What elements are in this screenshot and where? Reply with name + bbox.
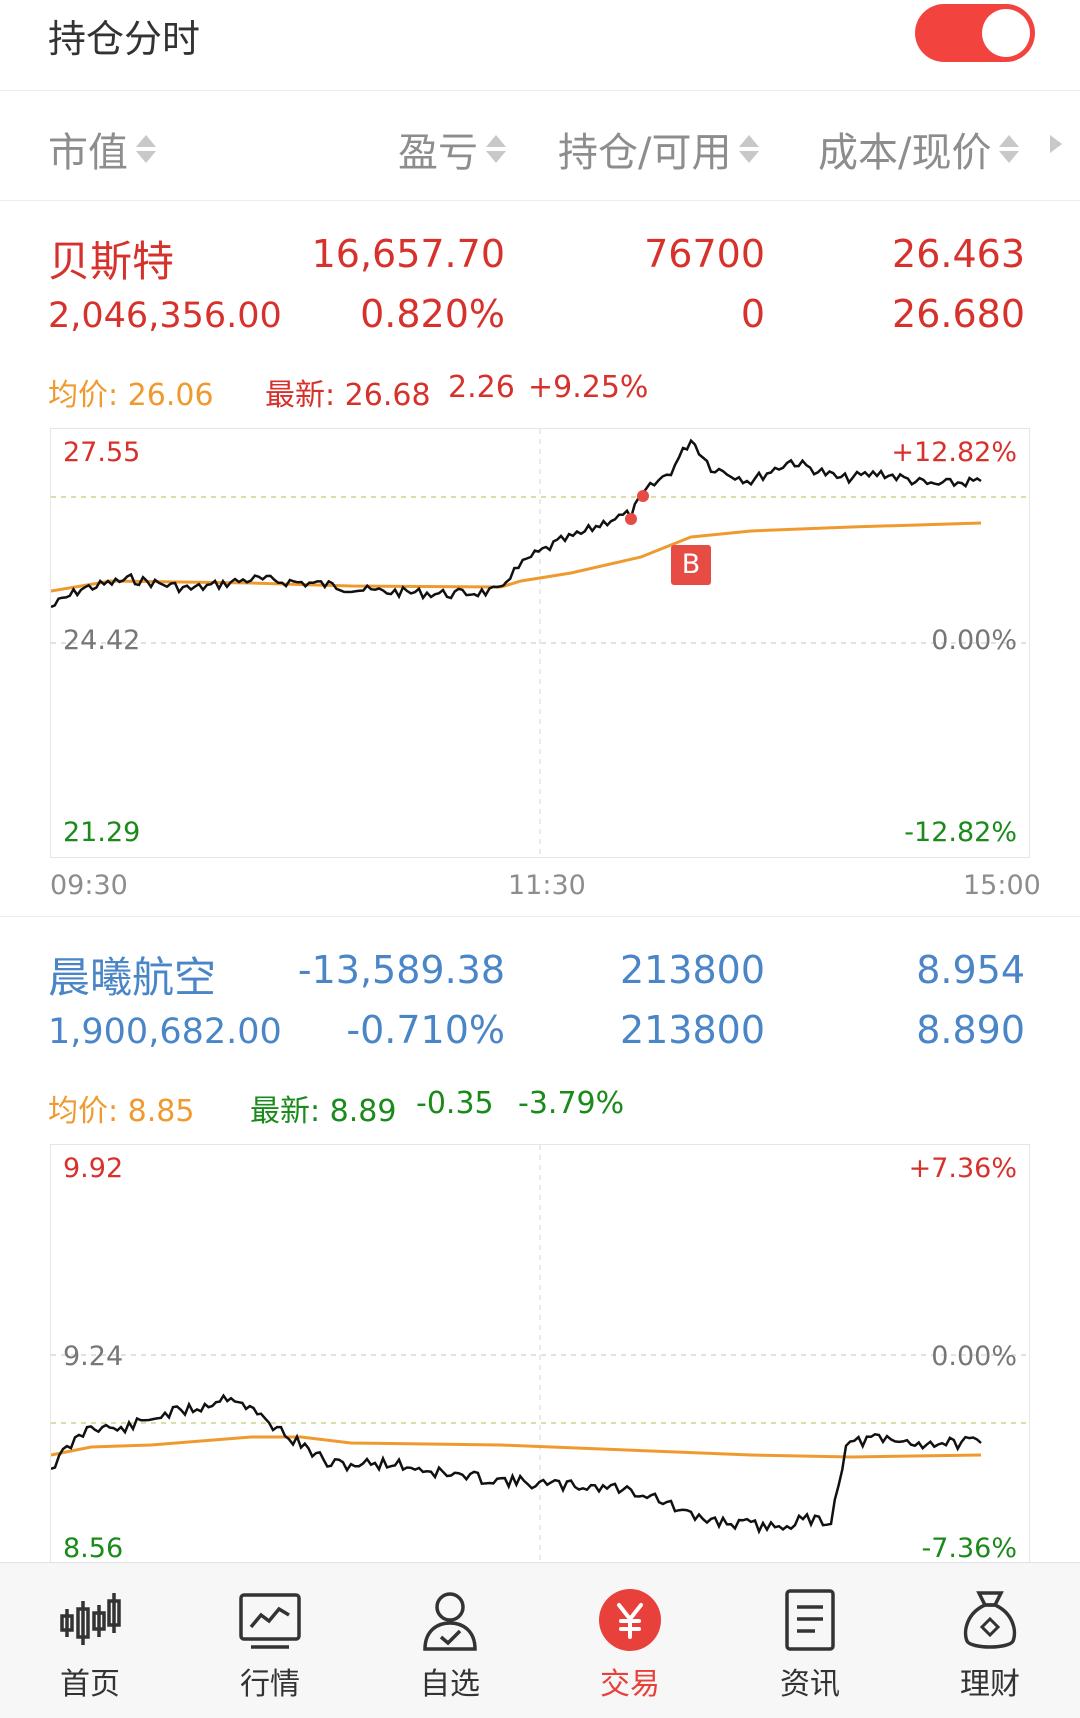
nav-label: 自选 <box>420 1667 480 1702</box>
market-value: 2,046,356.00 <box>48 296 282 336</box>
stock-name: 贝斯特 <box>48 237 175 286</box>
axis-high-price: 9.92 <box>63 1153 124 1184</box>
change-value: 2.26 <box>448 370 515 405</box>
money-bag-icon <box>957 1587 1023 1653</box>
chart-canvas <box>51 1145 1029 1565</box>
column-header: 市值 盈亏 持仓/可用 成本/现价 <box>0 90 1080 201</box>
pnl-percent: 0.820% <box>360 292 505 336</box>
avg-price-line <box>51 1435 982 1459</box>
change-percent: +9.25% <box>528 370 649 405</box>
current-price: 26.680 <box>892 292 1025 336</box>
bottom-nav: 首页 行情 自选 <box>0 1562 1080 1718</box>
sort-icon <box>134 129 158 169</box>
stock-name: 晨曦航空 <box>48 953 217 1002</box>
time-open: 09:30 <box>50 870 128 901</box>
line-chart-icon <box>237 1587 303 1653</box>
available-qty: 213800 <box>619 1008 765 1052</box>
nav-label: 首页 <box>60 1667 120 1702</box>
axis-mid-percent: 0.00% <box>931 625 1017 656</box>
scroll-right-arrow-icon[interactable] <box>1050 135 1062 153</box>
trade-dot <box>637 490 649 502</box>
nav-trade[interactable]: 交易 <box>570 1587 690 1703</box>
column-pnl-label: 盈亏 <box>398 130 478 176</box>
axis-low-price: 8.56 <box>63 1533 124 1564</box>
axis-mid-price: 24.42 <box>63 625 141 656</box>
nav-news[interactable]: 资讯 <box>750 1587 870 1703</box>
time-close: 15:00 <box>963 870 1041 901</box>
pnl-amount: 16,657.70 <box>311 232 505 276</box>
position-qty: 213800 <box>619 948 765 992</box>
axis-high-percent: +12.82% <box>891 437 1017 468</box>
page-title: 持仓分时 <box>48 17 201 61</box>
axis-low-price: 21.29 <box>63 817 141 848</box>
latest-price-label: 最新: 26.68 <box>265 378 431 413</box>
nav-wealth[interactable]: 理财 <box>930 1587 1050 1703</box>
time-mid: 11:30 <box>508 870 586 901</box>
toggle-knob[interactable] <box>982 9 1030 57</box>
sort-market-value[interactable]: 市值 <box>48 120 158 178</box>
change-percent: -3.79% <box>518 1086 625 1121</box>
pnl-amount: -13,589.38 <box>297 948 505 992</box>
top-bar: 持仓分时 <box>0 0 1080 91</box>
axis-high-percent: +7.36% <box>908 1153 1017 1184</box>
intraday-chart-1[interactable]: 27.55 +12.82% 24.42 0.00% 21.29 -12.82% … <box>50 428 1030 858</box>
axis-mid-percent: 0.00% <box>931 1341 1017 1372</box>
buy-marker[interactable]: B <box>671 545 711 585</box>
nav-label: 交易 <box>600 1667 660 1702</box>
user-check-icon <box>417 1587 483 1653</box>
chart-canvas <box>51 429 1029 857</box>
pnl-percent: -0.710% <box>346 1008 505 1052</box>
cost-price: 8.954 <box>916 948 1025 992</box>
column-position-label: 持仓/可用 <box>558 130 732 176</box>
price-line <box>51 438 982 609</box>
available-qty: 0 <box>740 292 765 336</box>
nav-label: 行情 <box>240 1667 300 1702</box>
nav-home[interactable]: 首页 <box>30 1587 150 1703</box>
sort-icon <box>997 129 1021 169</box>
trade-dot <box>625 513 637 525</box>
latest-price-label: 最新: 8.89 <box>250 1094 397 1129</box>
nav-watchlist[interactable]: 自选 <box>390 1587 510 1703</box>
document-icon <box>777 1587 843 1653</box>
yuan-icon <box>597 1587 663 1653</box>
price-line <box>51 1393 982 1535</box>
avg-price-label: 均价: 26.06 <box>48 378 214 413</box>
nav-market[interactable]: 行情 <box>210 1587 330 1703</box>
nav-label: 资讯 <box>780 1667 840 1702</box>
avg-price-line <box>51 521 982 593</box>
axis-high-price: 27.55 <box>63 437 141 468</box>
sort-pnl[interactable]: 盈亏 <box>398 120 508 178</box>
column-market-value-label: 市值 <box>48 130 128 176</box>
avg-price-label: 均价: 8.85 <box>48 1094 195 1129</box>
axis-low-percent: -7.36% <box>921 1533 1017 1564</box>
intraday-chart-2[interactable]: 9.92 +7.36% 9.24 0.00% 8.56 -7.36% <box>50 1144 1030 1565</box>
axis-mid-price: 9.24 <box>63 1341 124 1372</box>
sort-cost-price[interactable]: 成本/现价 <box>818 120 1021 178</box>
time-share-toggle[interactable] <box>915 4 1035 62</box>
sort-position[interactable]: 持仓/可用 <box>558 120 761 178</box>
position-qty: 76700 <box>644 232 765 276</box>
column-cost-price-label: 成本/现价 <box>818 130 992 176</box>
sort-icon <box>737 129 761 169</box>
cost-price: 26.463 <box>892 232 1025 276</box>
candlestick-icon <box>57 1587 123 1653</box>
sort-icon <box>484 129 508 169</box>
change-value: -0.35 <box>416 1086 494 1121</box>
market-value: 1,900,682.00 <box>48 1012 282 1052</box>
current-price: 8.890 <box>916 1008 1025 1052</box>
nav-label: 理财 <box>960 1667 1020 1702</box>
row-divider <box>0 916 1080 917</box>
axis-low-percent: -12.82% <box>904 817 1017 848</box>
